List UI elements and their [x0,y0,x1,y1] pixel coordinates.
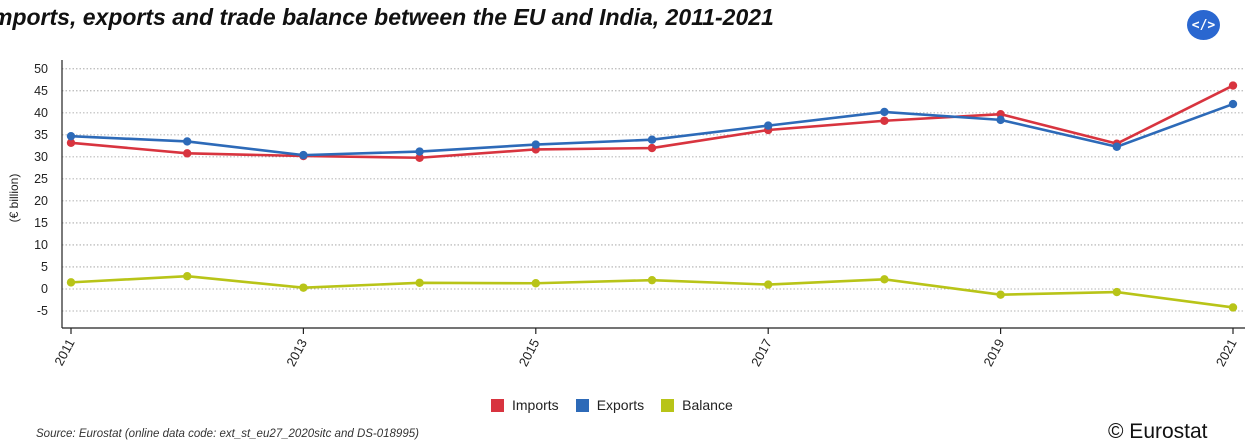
legend-swatch [575,398,589,412]
y-tick-label: 15 [34,216,48,230]
source-note: Source: Eurostat (online data code: ext_… [36,428,419,440]
data-point-exports [531,140,540,149]
data-point-exports [1228,99,1238,109]
legend-item-imports[interactable]: Imports [491,397,559,413]
data-point-balance [299,283,308,292]
data-point-imports [880,116,889,125]
data-point-balance [531,279,540,288]
x-tick-label: 2013 [283,336,310,369]
data-point-imports [1228,81,1238,90]
copyright-credit: © Eurostat [1108,420,1208,443]
x-tick-label: 2011 [51,336,77,368]
x-tick-label: 2015 [516,336,543,369]
data-point-imports [647,143,657,153]
data-point-exports [183,137,192,146]
y-tick-label: 5 [41,260,48,274]
legend-label: Imports [512,397,559,413]
y-tick-label: 25 [34,172,48,186]
x-tick-label: 2019 [980,336,1007,369]
y-tick-label: 35 [34,128,48,142]
y-tick-label: 50 [34,62,48,76]
data-point-exports [647,135,657,144]
data-point-imports [66,138,76,147]
data-point-exports [299,150,308,160]
data-point-exports [996,115,1005,125]
data-point-balance [880,275,889,284]
legend-label: Balance [682,397,733,413]
legend-item-exports[interactable]: Exports [575,397,645,413]
legend-label: Exports [596,397,645,413]
data-point-balance [1228,303,1238,312]
y-axis-ticks: -5 0 5 10 15 20 25 30 35 40 45 50 [34,62,48,318]
data-point-exports [415,147,424,156]
legend-swatch [661,398,675,412]
data-point-balance [647,275,657,285]
y-tick-label: 20 [34,194,48,208]
code-embed-icon[interactable]: </> [1187,10,1220,40]
y-tick-label: 40 [34,106,48,120]
chart-grid [62,68,1245,312]
data-point-balance [1112,287,1122,297]
y-tick-label: 10 [34,238,48,252]
data-point-exports [1112,142,1122,151]
chart-legend: Imports Exports Balance [491,397,733,413]
data-point-exports [764,121,773,130]
y-tick-label: 0 [41,282,48,296]
y-tick-label: 45 [34,84,48,98]
chart-series [66,81,1238,312]
y-tick-label: -5 [37,304,48,318]
x-tick-label: 2017 [748,336,775,369]
legend-swatch [491,398,504,412]
y-axis-label: (€ billion) [7,174,21,223]
data-point-balance [183,272,192,281]
data-point-balance [996,290,1005,299]
legend-item-balance[interactable]: Balance [661,397,733,413]
data-point-balance [764,280,773,289]
data-point-imports [415,153,424,162]
y-tick-label: 30 [34,150,48,164]
data-point-imports [183,149,192,158]
data-point-balance [66,278,76,287]
x-axis: 2011 2013 2015 2017 2019 2021 [51,60,1245,369]
x-tick-label: 2021 [1213,336,1240,369]
data-point-exports [880,107,889,117]
data-point-balance [415,278,424,288]
page-title: mports, exports and trade balance betwee… [0,4,774,30]
data-point-exports [66,131,76,141]
